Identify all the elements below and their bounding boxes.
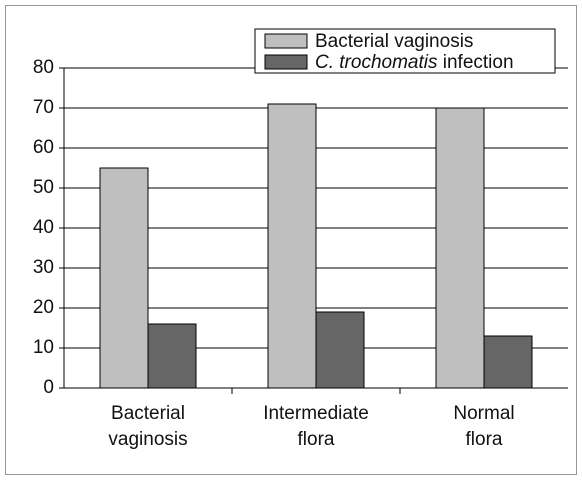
y-tick-label: 60 xyxy=(33,137,54,158)
x-tick-label: Bacterial vaginosis xyxy=(108,403,187,450)
legend-swatch xyxy=(264,54,308,70)
y-tick-label: 30 xyxy=(33,257,54,278)
bar xyxy=(315,311,365,389)
bar xyxy=(435,107,485,389)
y-tick-label: 50 xyxy=(33,177,54,198)
y-tick-label: 40 xyxy=(33,217,54,238)
bar xyxy=(147,323,197,389)
legend-swatch xyxy=(264,33,308,49)
y-tick-label: 0 xyxy=(43,377,54,398)
legend-label: Bacterial vaginosis xyxy=(315,31,473,52)
y-tick-label: 10 xyxy=(33,337,54,358)
x-tick-label: Normal flora xyxy=(453,403,514,450)
y-tick-label: 70 xyxy=(33,97,54,118)
y-tick-label: 20 xyxy=(33,297,54,318)
y-tick-label: 80 xyxy=(33,57,54,78)
legend-label: C. trochomatis infection xyxy=(315,52,514,73)
bar xyxy=(267,103,317,389)
bar xyxy=(99,167,149,389)
bar xyxy=(483,335,533,389)
x-tick-label: Intermediate flora xyxy=(263,403,369,450)
